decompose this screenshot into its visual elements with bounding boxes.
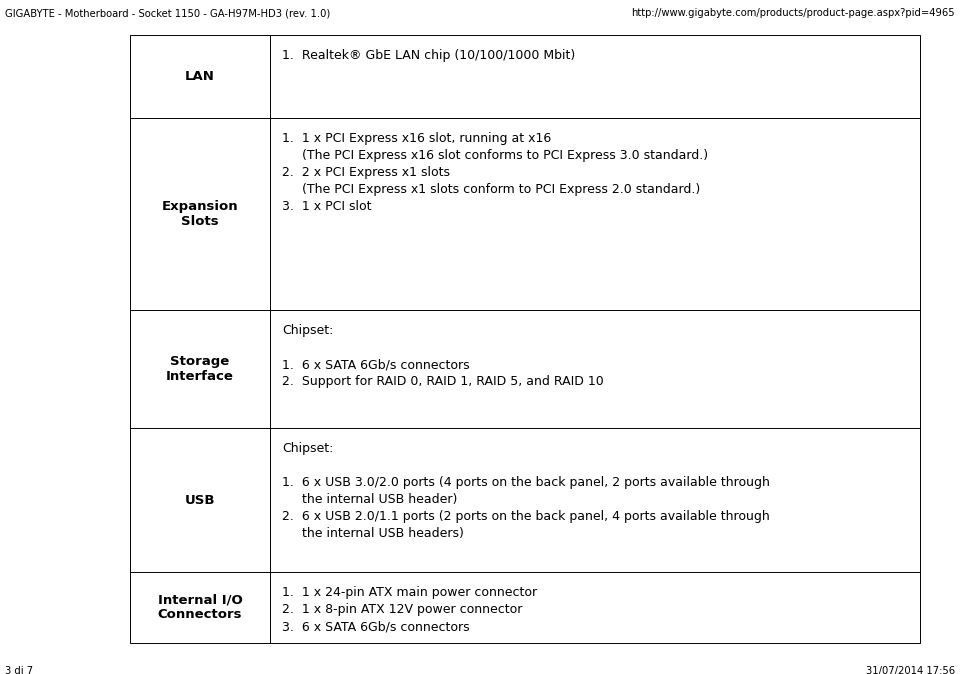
Text: GIGABYTE - Motherboard - Socket 1150 - GA-H97M-HD3 (rev. 1.0): GIGABYTE - Motherboard - Socket 1150 - G…: [5, 8, 330, 18]
Text: (The PCI Express x1 slots conform to PCI Express 2.0 standard.): (The PCI Express x1 slots conform to PCI…: [282, 183, 700, 196]
Text: 2.  6 x USB 2.0/1.1 ports (2 ports on the back panel, 4 ports available through: 2. 6 x USB 2.0/1.1 ports (2 ports on the…: [282, 510, 770, 523]
Text: Storage
Interface: Storage Interface: [166, 355, 234, 383]
Text: USB: USB: [184, 493, 215, 506]
Bar: [130, 35, 920, 643]
Text: 1.  6 x USB 3.0/2.0 ports (4 ports on the back panel, 2 ports available through: 1. 6 x USB 3.0/2.0 ports (4 ports on the…: [282, 476, 770, 489]
Text: Chipset:: Chipset:: [282, 442, 333, 455]
Text: http://www.gigabyte.com/products/product-page.aspx?pid=4965: http://www.gigabyte.com/products/product…: [632, 8, 955, 18]
Text: Chipset:: Chipset:: [282, 324, 333, 337]
Text: 1.  6 x SATA 6Gb/s connectors: 1. 6 x SATA 6Gb/s connectors: [282, 358, 469, 371]
Text: Expansion
Slots: Expansion Slots: [161, 200, 238, 228]
Text: 2.  1 x 8-pin ATX 12V power connector: 2. 1 x 8-pin ATX 12V power connector: [282, 603, 522, 616]
Text: LAN: LAN: [185, 70, 215, 83]
Text: 1.  1 x 24-pin ATX main power connector: 1. 1 x 24-pin ATX main power connector: [282, 586, 538, 599]
Text: 1.  1 x PCI Express x16 slot, running at x16: 1. 1 x PCI Express x16 slot, running at …: [282, 132, 551, 145]
Text: Internal I/O
Connectors: Internal I/O Connectors: [157, 594, 242, 621]
Text: (The PCI Express x16 slot conforms to PCI Express 3.0 standard.): (The PCI Express x16 slot conforms to PC…: [282, 149, 708, 162]
Text: 2.  2 x PCI Express x1 slots: 2. 2 x PCI Express x1 slots: [282, 166, 450, 179]
Text: 31/07/2014 17:56: 31/07/2014 17:56: [866, 666, 955, 674]
Text: 1.  Realtek® GbE LAN chip (10/100/1000 Mbit): 1. Realtek® GbE LAN chip (10/100/1000 Mb…: [282, 49, 575, 62]
Text: 3.  1 x PCI slot: 3. 1 x PCI slot: [282, 200, 372, 213]
Text: 2.  Support for RAID 0, RAID 1, RAID 5, and RAID 10: 2. Support for RAID 0, RAID 1, RAID 5, a…: [282, 375, 604, 388]
Text: 3.  6 x SATA 6Gb/s connectors: 3. 6 x SATA 6Gb/s connectors: [282, 620, 469, 633]
Text: the internal USB headers): the internal USB headers): [282, 527, 464, 540]
Text: 3 di 7: 3 di 7: [5, 666, 34, 674]
Text: the internal USB header): the internal USB header): [282, 493, 457, 506]
